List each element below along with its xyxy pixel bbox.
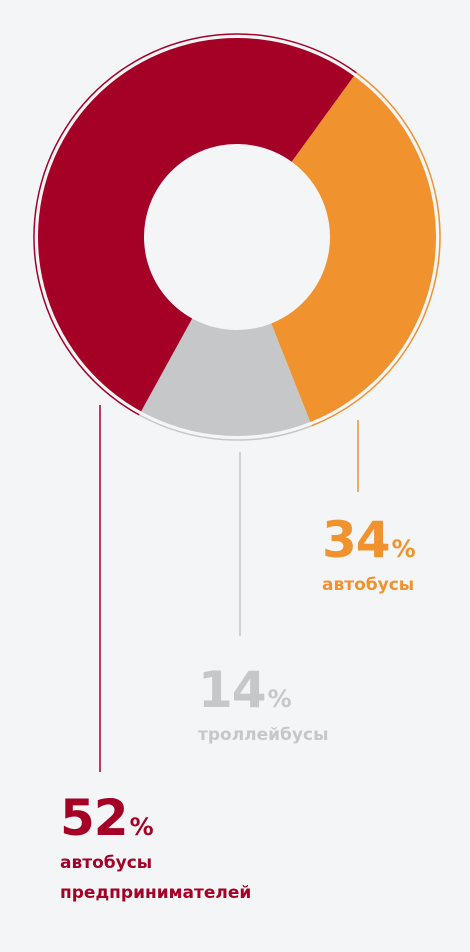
value-line: 52%	[60, 789, 300, 848]
segment-label: 14% троллейбусы	[198, 661, 418, 750]
segment-label: 34% автобусы	[322, 511, 462, 600]
category-label: автобусы	[322, 574, 415, 595]
value-label: 14	[198, 661, 267, 719]
unit-label: %	[391, 535, 416, 563]
segment-label: 52% автобусы предпринимателей	[60, 789, 300, 908]
donut-segment	[141, 318, 311, 436]
unit-label: %	[267, 685, 292, 713]
segment-outline	[311, 72, 441, 427]
value-line: 34%	[322, 511, 462, 570]
category-label: автобусы предпринимателей	[60, 852, 252, 903]
value-label: 52	[60, 789, 129, 847]
donut-segment	[271, 76, 436, 423]
donut-segment	[38, 38, 354, 412]
segment-outline	[33, 33, 357, 416]
value-label: 34	[322, 511, 391, 569]
segment-outline	[138, 414, 313, 441]
category-label: троллейбусы	[198, 724, 329, 745]
value-line: 14%	[198, 661, 418, 720]
unit-label: %	[129, 813, 154, 841]
